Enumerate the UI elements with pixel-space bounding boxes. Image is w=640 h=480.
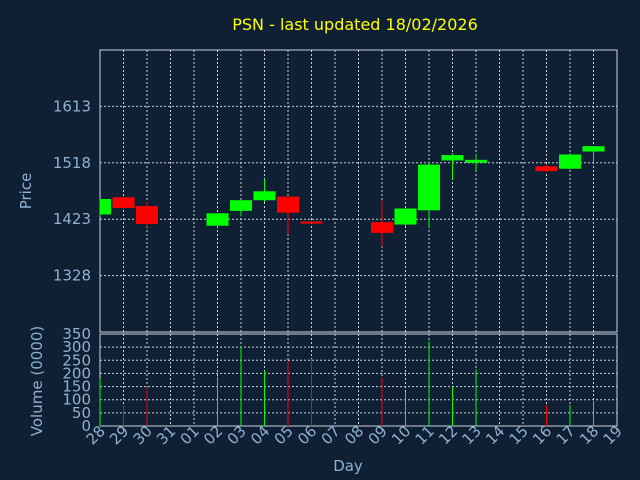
volume-tick-label: 0 <box>81 417 91 435</box>
candle-body <box>582 146 605 152</box>
candle-body <box>465 159 487 163</box>
candle-body <box>559 154 581 169</box>
volume-axis-label: Volume (0000) <box>28 326 46 436</box>
volume-tick-label: 250 <box>62 351 91 369</box>
price-tick-label: 1518 <box>53 154 91 172</box>
candle-body <box>277 196 299 213</box>
volume-tick-label: 350 <box>62 325 91 343</box>
candle-body <box>371 222 393 233</box>
candle-body <box>136 206 158 224</box>
volume-tick-label: 200 <box>62 364 91 382</box>
candle-body <box>418 164 440 211</box>
candle-body <box>441 155 464 161</box>
candle-body <box>253 191 276 201</box>
price-plot <box>99 50 617 332</box>
volume-tick-label: 100 <box>62 391 91 409</box>
candle-body <box>535 166 558 172</box>
price-axis-label: Price <box>17 173 35 210</box>
price-tick-label: 1328 <box>53 267 91 285</box>
volume-plot <box>99 333 617 427</box>
x-axis-tick-labels: 2829303101020304050607080910111213141516… <box>83 422 626 448</box>
volume-tick-label: 300 <box>62 338 91 356</box>
candle-body <box>300 221 323 224</box>
x-axis-label: Day <box>333 457 363 475</box>
volume-tick-label: 150 <box>62 378 91 396</box>
price-tick-label: 1613 <box>53 97 91 115</box>
chart-title: PSN - last updated 18/02/2026 <box>232 15 478 34</box>
volume-tick-label: 50 <box>72 404 91 422</box>
candle-body <box>206 213 229 226</box>
price-tick-label: 1423 <box>53 210 91 228</box>
candle-body <box>394 208 417 225</box>
candle-body <box>100 199 111 215</box>
candle-body <box>230 200 252 211</box>
candle-body <box>112 197 135 208</box>
